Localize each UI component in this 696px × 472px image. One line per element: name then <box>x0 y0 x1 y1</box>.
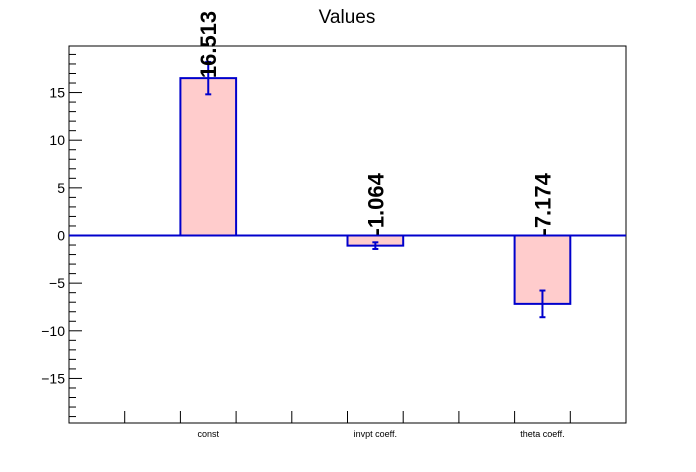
y-axis: −15 −10 −5 0 5 10 15 <box>41 53 82 418</box>
x-tick-label: const <box>197 429 219 439</box>
data-label: -1.064 <box>363 172 388 235</box>
x-axis: const invpt coeff. theta coeff. <box>124 411 571 439</box>
y-tick-label: −5 <box>49 275 65 291</box>
x-tick-label: invpt coeff. <box>354 429 397 439</box>
chart-title: Values <box>319 7 376 28</box>
data-labels: 16.513 -1.064 -7.174 <box>196 11 555 236</box>
y-tick-label: 5 <box>57 180 65 196</box>
y-tick-label: 0 <box>57 228 65 244</box>
error-bars <box>205 60 546 319</box>
data-label: 16.513 <box>196 11 221 78</box>
bar <box>179 77 238 237</box>
y-tick-label: 10 <box>49 132 65 148</box>
bars <box>179 77 572 305</box>
y-tick-label: 15 <box>49 85 65 101</box>
data-label: -7.174 <box>530 172 555 235</box>
y-tick-label: −15 <box>41 370 65 386</box>
x-tick-label: theta coeff. <box>520 429 564 439</box>
y-tick-label: −10 <box>41 323 65 339</box>
